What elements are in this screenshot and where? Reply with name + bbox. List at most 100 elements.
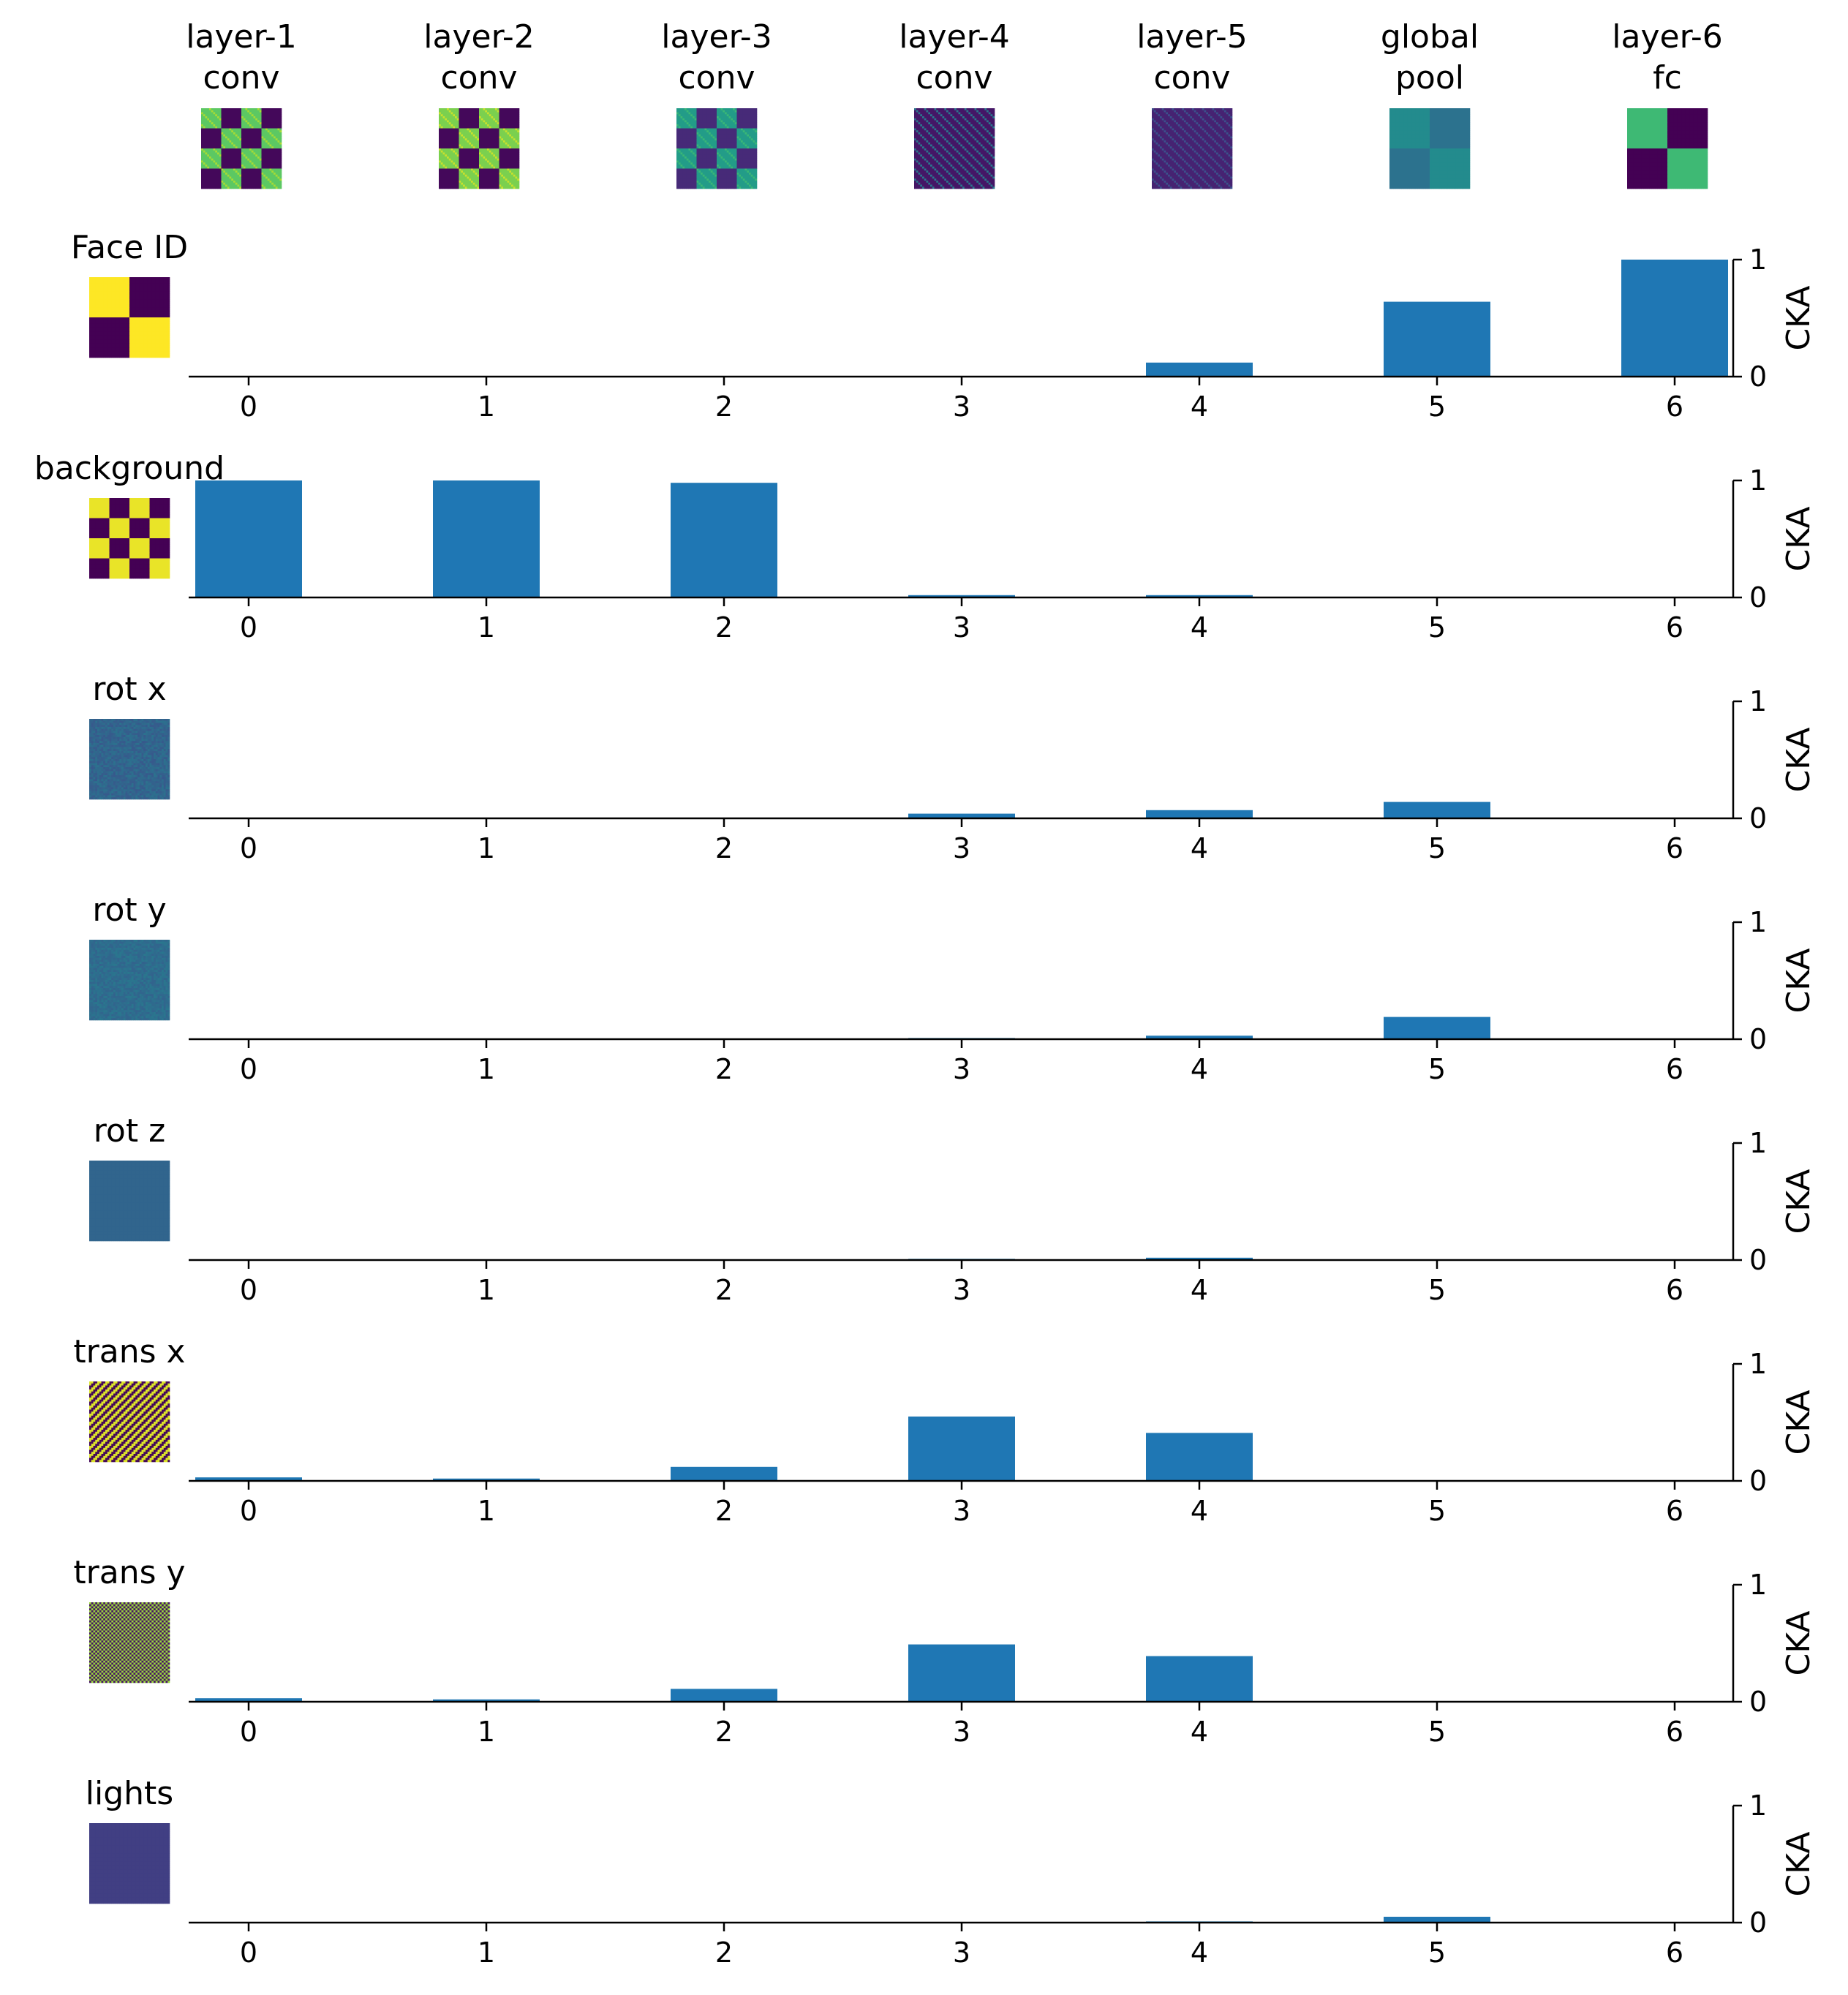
- x-tick-label: 2: [715, 1053, 733, 1085]
- x-tick-label: 6: [1666, 1495, 1683, 1527]
- x-tick-label: 0: [240, 391, 257, 423]
- x-tick-label: 5: [1428, 1936, 1446, 1969]
- cka-bar: [1384, 1017, 1490, 1039]
- x-tick-label: 0: [240, 1936, 257, 1969]
- cka-panel: rot z 0 1 2 3 4 5 6 0 1 CKA: [89, 1112, 1817, 1306]
- layer-label-line1: layer-4: [899, 18, 1009, 56]
- x-tick-label: 2: [715, 1274, 733, 1306]
- x-tick-label: 3: [953, 832, 970, 864]
- layer-label-line2: conv: [203, 59, 279, 97]
- cka-bar: [1384, 1917, 1490, 1923]
- y-tick-label: 1: [1749, 906, 1767, 938]
- y-axis-label: CKA: [1780, 1169, 1817, 1234]
- x-tick-label: 4: [1191, 832, 1208, 864]
- x-tick-label: 0: [240, 1716, 257, 1748]
- cka-bar: [1384, 301, 1490, 377]
- layer-similarity-thumbnail: [201, 108, 282, 189]
- x-tick-label: 5: [1428, 611, 1446, 644]
- cka-panel: trans y 0 1 2 3 4 5 6 0 1 CKA: [73, 1554, 1817, 1748]
- cka-panel: rot x 0 1 2 3 4 5 6 0 1 CKA: [89, 671, 1817, 864]
- factor-similarity-thumbnail: [89, 1602, 170, 1683]
- x-tick-label: 0: [240, 1274, 257, 1306]
- factor-similarity-thumbnail: [89, 277, 170, 358]
- y-tick-label: 0: [1749, 581, 1767, 614]
- x-tick-label: 1: [478, 1053, 495, 1085]
- y-axis-label: CKA: [1780, 1611, 1817, 1676]
- cka-bar: [1146, 1036, 1253, 1039]
- x-tick-label: 1: [478, 1936, 495, 1969]
- x-tick-label: 6: [1666, 832, 1683, 864]
- x-tick-label: 4: [1191, 1495, 1208, 1527]
- layer-header: layer-1convlayer-2convlayer-3convlayer-4…: [186, 18, 1723, 189]
- cka-bar: [195, 1477, 302, 1481]
- x-tick-label: 3: [953, 391, 970, 423]
- y-tick-label: 1: [1749, 244, 1767, 276]
- y-tick-label: 0: [1749, 1023, 1767, 1055]
- cka-bar: [1146, 1656, 1253, 1702]
- factor-similarity-thumbnail: [89, 1381, 170, 1463]
- factor-label: Face ID: [71, 229, 188, 266]
- factor-similarity-thumbnail: [89, 719, 170, 800]
- x-tick-label: 6: [1666, 1936, 1683, 1969]
- factor-label: rot y: [92, 891, 166, 929]
- y-tick-label: 0: [1749, 802, 1767, 834]
- x-tick-label: 4: [1191, 1936, 1208, 1969]
- cka-bar: [671, 1689, 777, 1702]
- y-axis-label: CKA: [1780, 728, 1817, 793]
- x-tick-label: 1: [478, 1274, 495, 1306]
- cka-bar: [908, 1417, 1015, 1481]
- layer-label-line2: fc: [1653, 59, 1682, 97]
- cka-bar: [1621, 260, 1728, 377]
- cka-bar: [1146, 810, 1253, 818]
- layer-label-line1: layer-2: [423, 18, 534, 56]
- layer-label-line1: layer-1: [186, 18, 296, 56]
- x-tick-label: 1: [478, 832, 495, 864]
- y-tick-label: 0: [1749, 1244, 1767, 1276]
- factor-label: rot x: [92, 671, 166, 708]
- cka-bar: [433, 480, 540, 597]
- x-tick-label: 4: [1191, 1274, 1208, 1306]
- y-tick-label: 1: [1749, 685, 1767, 717]
- layer-similarity-thumbnail: [439, 108, 520, 189]
- layer-similarity-thumbnail: [1627, 108, 1708, 189]
- y-tick-label: 0: [1749, 361, 1767, 393]
- y-tick-label: 1: [1749, 1569, 1767, 1601]
- x-tick-label: 4: [1191, 1053, 1208, 1085]
- cka-bar: [1146, 595, 1253, 597]
- cka-bar: [195, 480, 302, 597]
- cka-bar: [908, 1644, 1015, 1702]
- x-tick-label: 5: [1428, 1053, 1446, 1085]
- factor-similarity-thumbnail: [89, 498, 170, 579]
- x-tick-label: 3: [953, 1936, 970, 1969]
- x-tick-label: 5: [1428, 1716, 1446, 1748]
- x-tick-label: 0: [240, 1053, 257, 1085]
- cka-bar: [433, 1478, 540, 1481]
- cka-bar: [1146, 1257, 1253, 1260]
- y-tick-label: 1: [1749, 1790, 1767, 1822]
- y-tick-label: 0: [1749, 1686, 1767, 1718]
- cka-bar: [1384, 802, 1490, 818]
- layer-label-line2: conv: [1153, 59, 1230, 97]
- x-tick-label: 5: [1428, 832, 1446, 864]
- x-tick-label: 3: [953, 1274, 970, 1306]
- x-tick-label: 3: [953, 1053, 970, 1085]
- layer-similarity-thumbnail: [676, 108, 758, 189]
- x-tick-label: 4: [1191, 1716, 1208, 1748]
- cka-bar: [1146, 362, 1253, 377]
- cka-panel: trans x 0 1 2 3 4 5 6 0 1 CKA: [73, 1333, 1817, 1527]
- cka-panel: lights 0 1 2 3 4 5 6 0 1 CKA: [86, 1775, 1817, 1969]
- cka-bar: [671, 483, 777, 597]
- x-tick-label: 2: [715, 1936, 733, 1969]
- cka-panels: Face ID 0 1 2 3 4 5 6 0 1 CKA background 0 1 2 3 4 5 6 0 1 CK…: [34, 229, 1817, 1969]
- y-axis-label: CKA: [1780, 1390, 1817, 1455]
- factor-similarity-thumbnail: [89, 940, 170, 1021]
- y-tick-label: 0: [1749, 1907, 1767, 1939]
- factor-label: background: [34, 450, 225, 487]
- factor-similarity-thumbnail: [89, 1161, 170, 1242]
- layer-label-line2: pool: [1395, 59, 1464, 97]
- layer-similarity-thumbnail: [1152, 108, 1233, 189]
- x-tick-label: 5: [1428, 391, 1446, 423]
- x-tick-label: 1: [478, 1495, 495, 1527]
- layer-label-line1: layer-6: [1612, 18, 1722, 56]
